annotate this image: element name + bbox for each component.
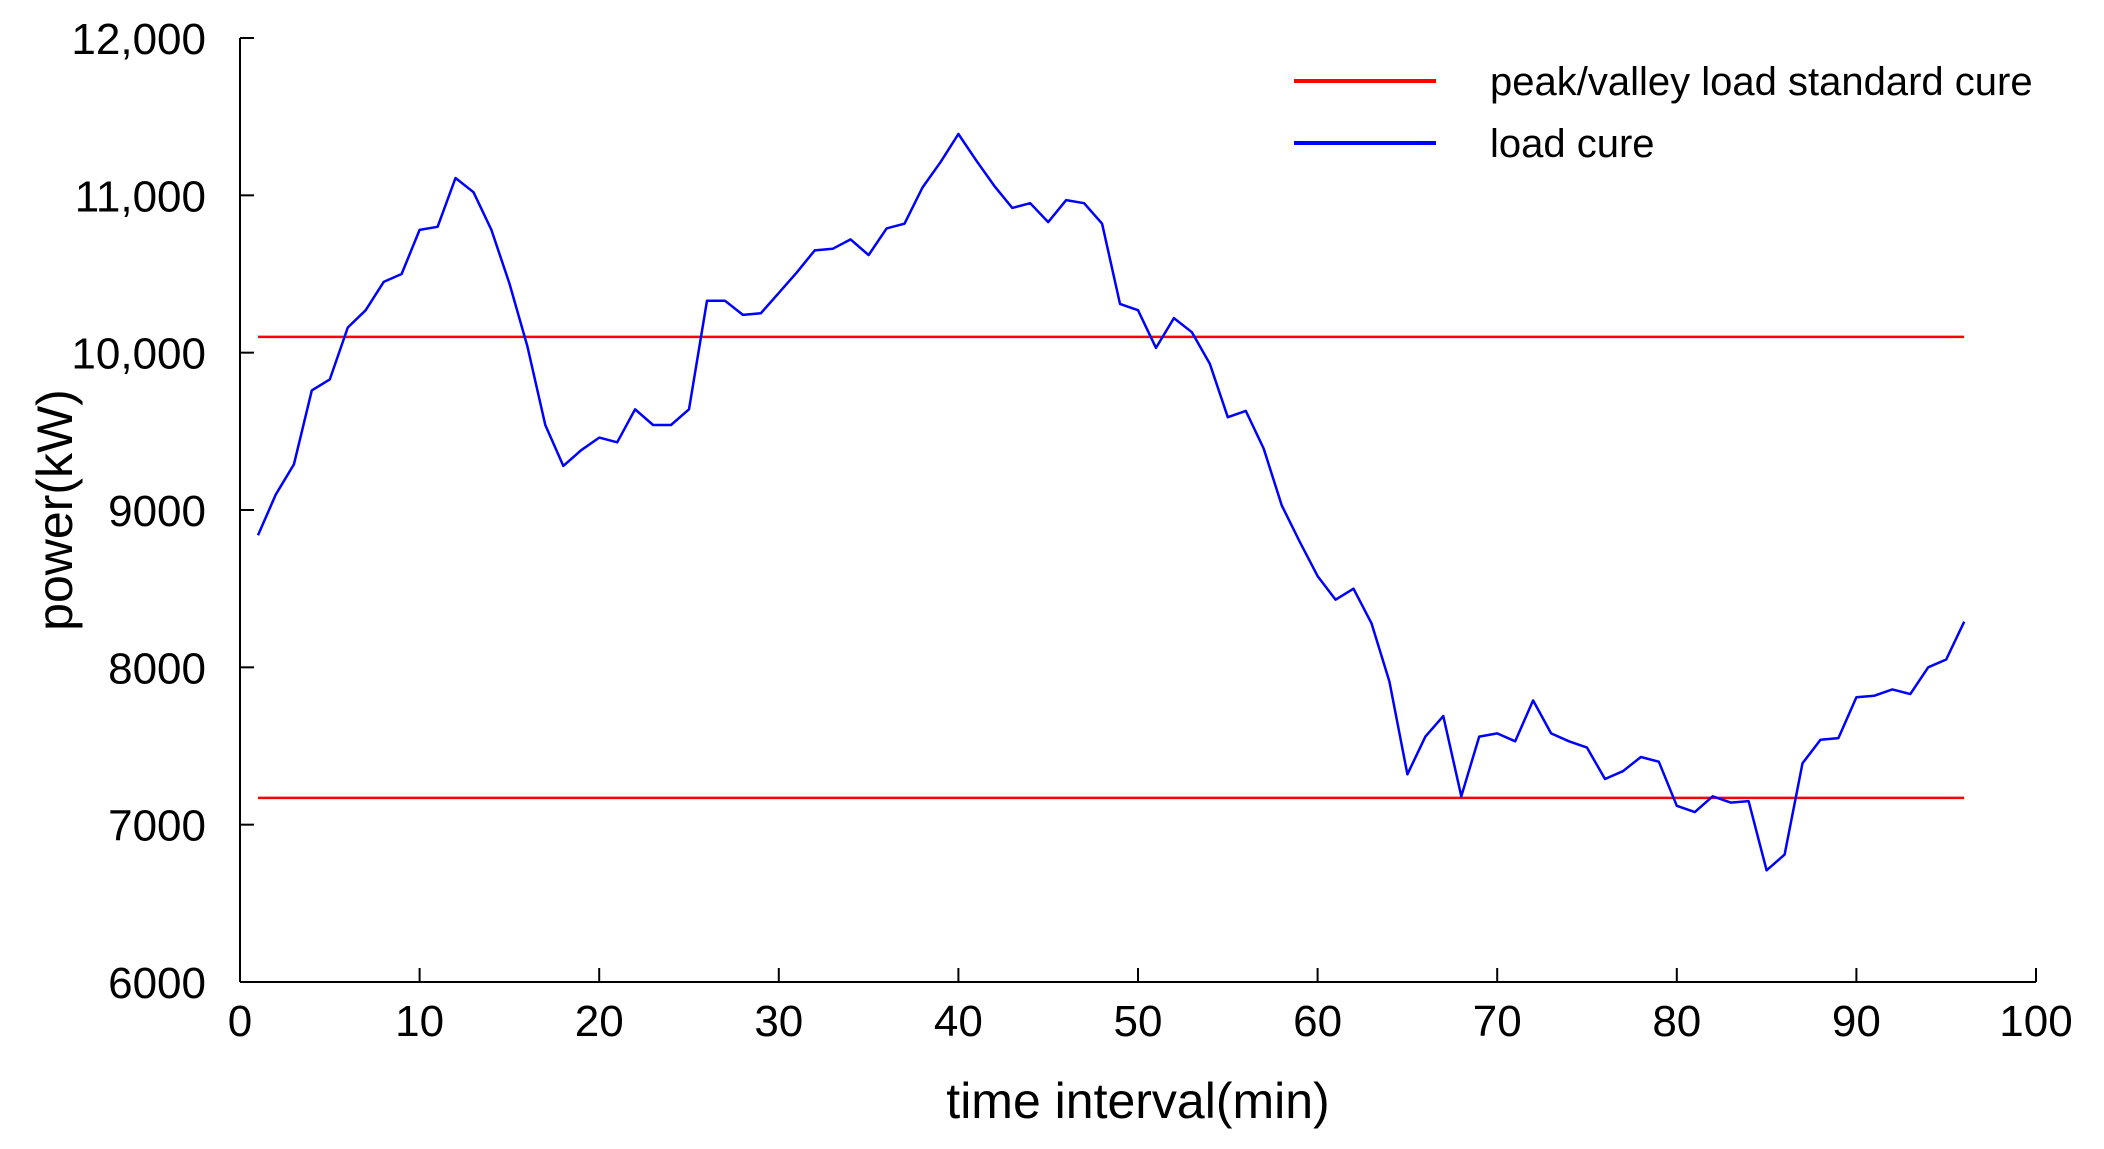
x-ticks: 0 10 20 30 40 50 60 70 80 90 100 (228, 968, 2073, 1046)
legend-label-load: load cure (1490, 122, 1655, 166)
legend-label-standard: peak/valley load standard cure (1490, 60, 2033, 104)
y-tick-label: 11,000 (75, 172, 206, 221)
y-axis-title: power(kW) (27, 389, 83, 631)
x-tick-label: 60 (1293, 997, 1342, 1046)
x-axis-title: time interval(min) (946, 1073, 1329, 1129)
y-tick-label: 9000 (108, 487, 206, 536)
y-tick-label: 10,000 (71, 330, 206, 379)
x-tick-label: 0 (228, 997, 252, 1046)
y-tick-label: 6000 (108, 959, 206, 1008)
y-tick-label: 7000 (108, 802, 206, 851)
axes: 0 10 20 30 40 50 60 70 80 90 100 6000 7000 8000 9000 1… (71, 15, 2072, 1046)
plot-lines (256, 132, 1966, 872)
x-tick-label: 80 (1652, 997, 1701, 1046)
load-curve-line (256, 132, 1966, 872)
y-ticks: 6000 7000 8000 9000 10,000 11,000 12,000 (71, 15, 254, 1008)
x-tick-label: 70 (1473, 997, 1522, 1046)
y-tick-label: 8000 (108, 644, 206, 693)
x-tick-label: 40 (934, 997, 983, 1046)
x-tick-label: 10 (395, 997, 444, 1046)
x-tick-label: 30 (754, 997, 803, 1046)
x-tick-label: 100 (1999, 997, 2072, 1046)
x-tick-label: 20 (575, 997, 624, 1046)
x-tick-label: 90 (1832, 997, 1881, 1046)
x-tick-label: 50 (1114, 997, 1163, 1046)
y-tick-label: 12,000 (71, 15, 206, 64)
legend: peak/valley load standard cure load cure (1294, 60, 2033, 166)
